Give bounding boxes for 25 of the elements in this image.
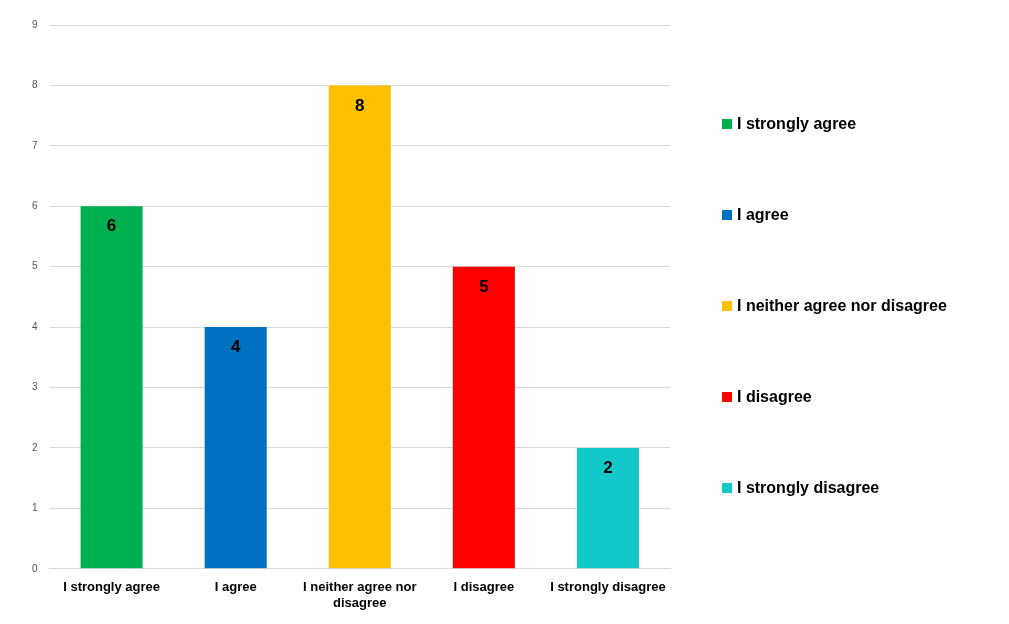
y-tick-label: 0 bbox=[32, 562, 38, 574]
legend-label: I strongly disagree bbox=[737, 479, 880, 497]
data-label: 8 bbox=[355, 95, 365, 115]
x-tick-label: I strongly disagree bbox=[550, 579, 666, 595]
data-label: 6 bbox=[106, 216, 117, 236]
y-tick-label: 9 bbox=[32, 18, 38, 30]
data-label: 5 bbox=[479, 276, 489, 296]
y-tick-label: 8 bbox=[32, 79, 38, 91]
y-tick-label: 7 bbox=[32, 139, 38, 151]
y-tick-label: 1 bbox=[32, 502, 38, 514]
legend-label: I disagree bbox=[737, 388, 812, 406]
legend-label: I strongly agree bbox=[737, 115, 857, 133]
x-tick-label: I strongly agree bbox=[63, 579, 161, 595]
y-tick-label: 5 bbox=[32, 260, 38, 272]
legend-label: I neither agree nor disagree bbox=[737, 297, 947, 315]
x-tick-label: I neither agree nor disagree bbox=[303, 579, 417, 610]
y-tick-label: 6 bbox=[32, 200, 38, 212]
data-label: 4 bbox=[230, 337, 241, 357]
y-tick-label: 3 bbox=[32, 381, 38, 393]
x-tick-label: I agree bbox=[214, 579, 257, 595]
x-tick-label: I disagree bbox=[453, 579, 515, 595]
y-tick-label: 4 bbox=[32, 320, 38, 332]
y-tick-label: 2 bbox=[32, 441, 38, 453]
data-label: 2 bbox=[603, 458, 613, 478]
legend-label: I agree bbox=[737, 206, 789, 224]
